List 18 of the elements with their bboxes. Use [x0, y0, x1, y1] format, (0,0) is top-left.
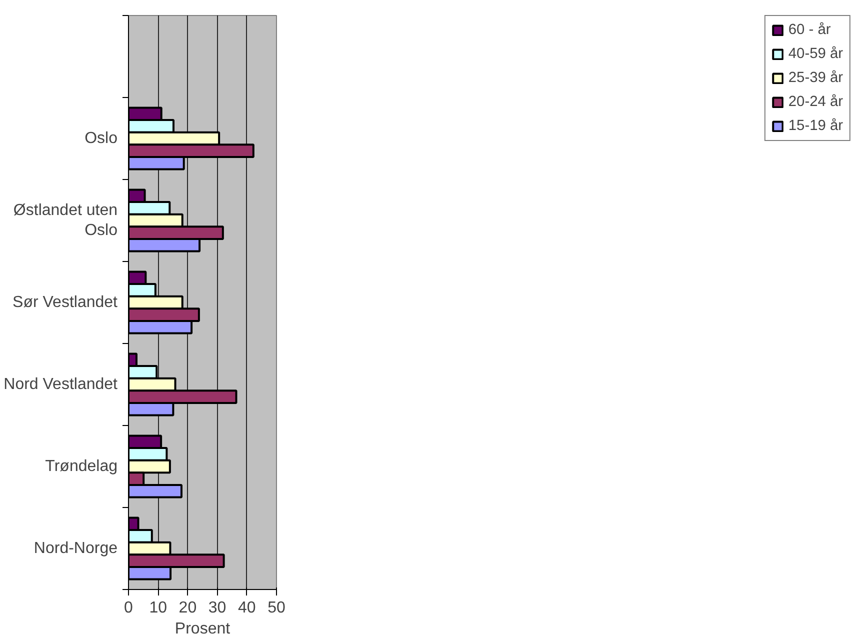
legend-label: 40-59 år: [788, 46, 843, 62]
x-tick-label: 50: [268, 600, 286, 616]
x-tick-label: 10: [149, 600, 168, 616]
y-tick-label: Nord Vestlandet: [4, 376, 118, 393]
legend-label: 25-39 år: [788, 70, 843, 86]
x-tick-label: 0: [124, 600, 134, 616]
legend-label: 60 - år: [788, 22, 831, 38]
y-tick-label: Østlandet uten Oslo: [13, 202, 118, 240]
x-tick-label: 40: [238, 600, 256, 616]
y-tick-label: Oslo: [84, 130, 118, 147]
legend-label: 20-24 år: [788, 94, 843, 110]
y-tick-label: Nord-Norge: [34, 540, 118, 557]
legend-label: 15-19 år: [788, 118, 843, 134]
x-axis-title: Prosent: [174, 620, 231, 638]
y-tick-label: Trøndelag: [45, 458, 118, 475]
y-tick-label: Sør Vestlandet: [12, 294, 118, 311]
x-tick-label: 30: [208, 600, 226, 616]
x-tick-label: 20: [178, 600, 197, 616]
